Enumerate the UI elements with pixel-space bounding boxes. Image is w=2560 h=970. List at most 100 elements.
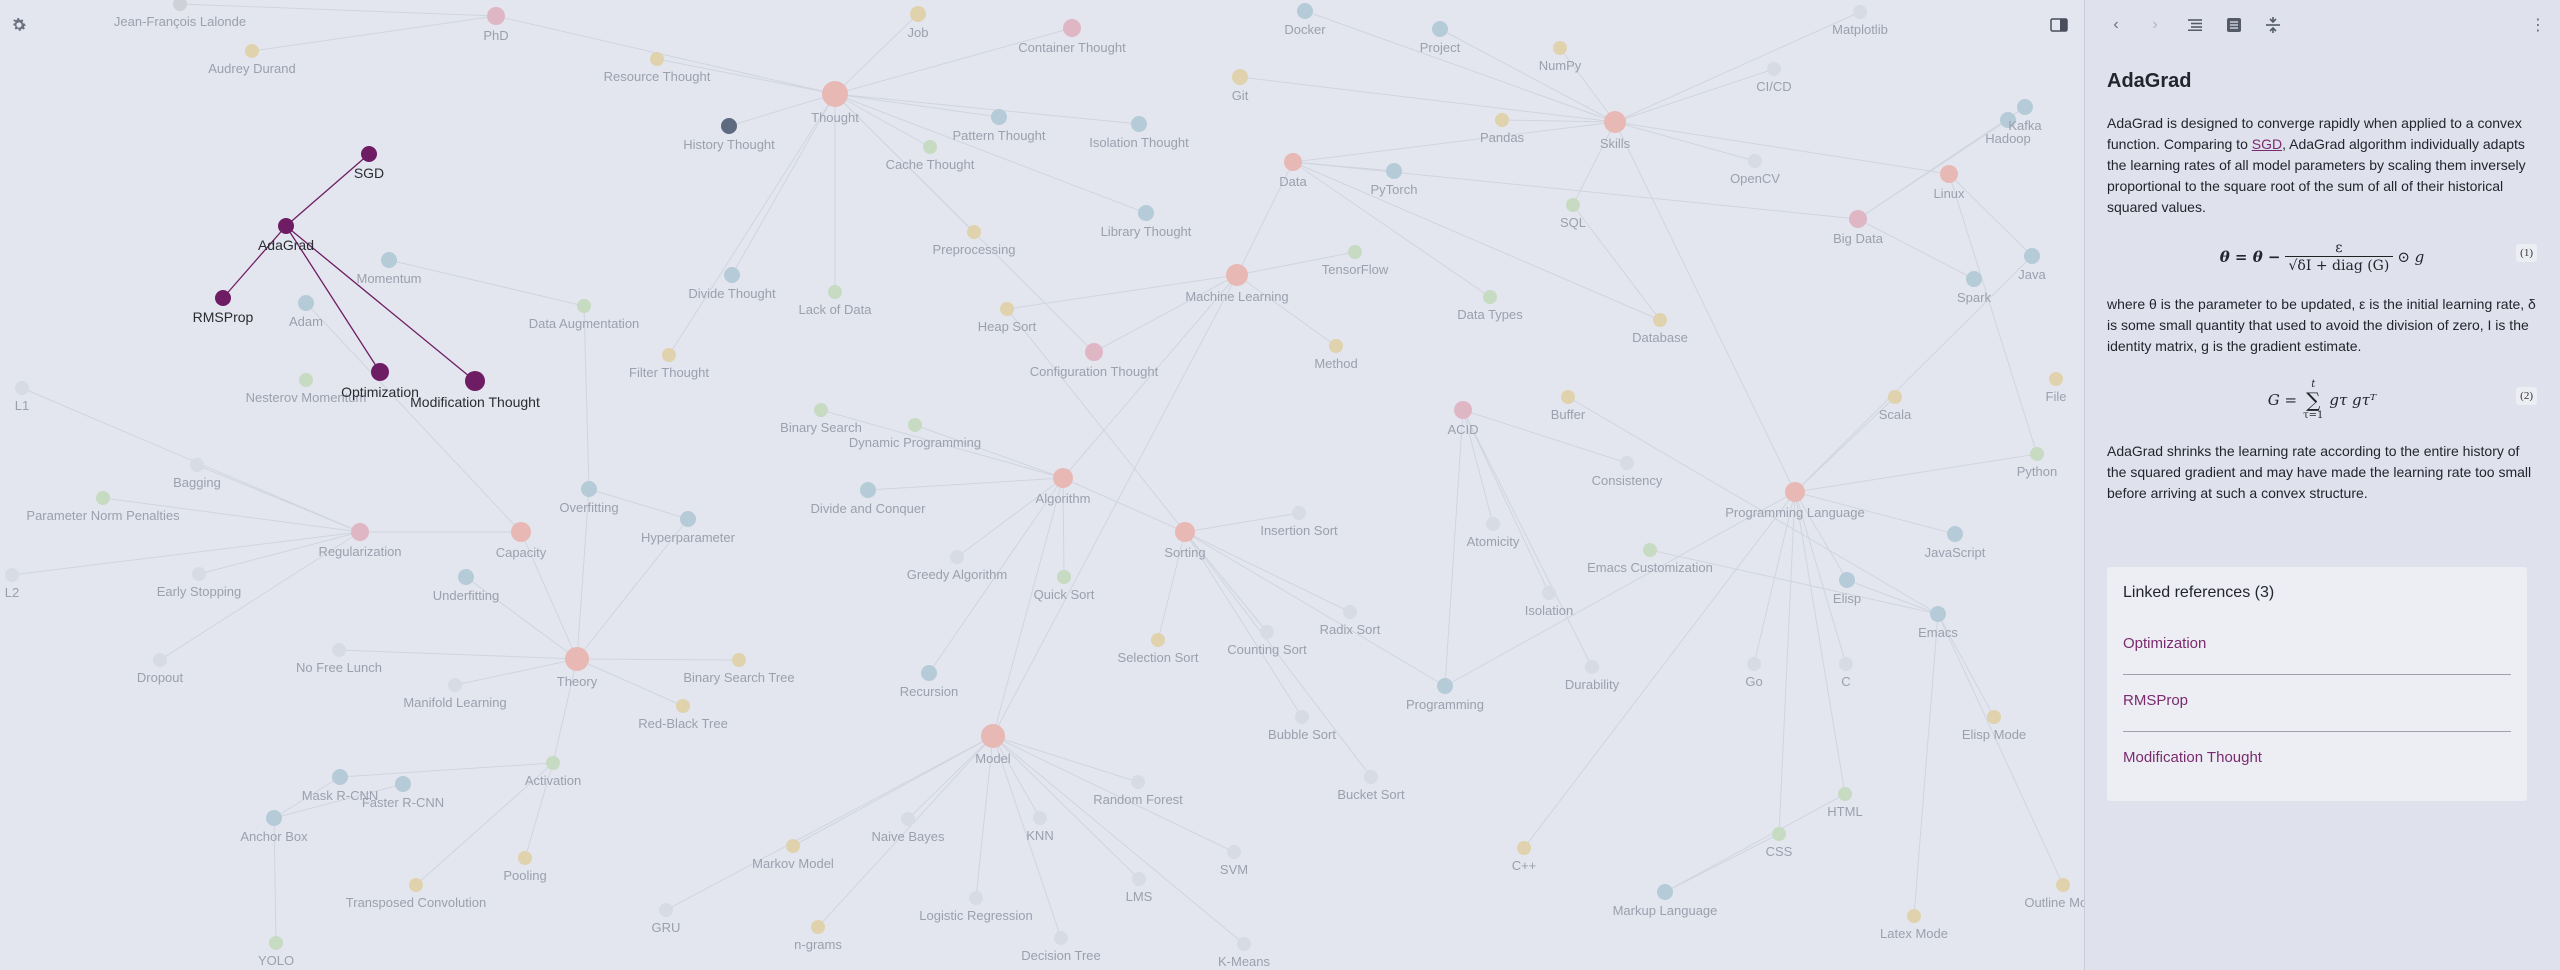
graph-node-dot[interactable] bbox=[1454, 401, 1472, 419]
graph-node-dot[interactable] bbox=[1227, 845, 1241, 859]
graph-node-l2[interactable]: L2 bbox=[5, 568, 19, 600]
graph-node-divide-and-conquer[interactable]: Divide and Conquer bbox=[811, 482, 927, 516]
graph-node-data-types[interactable]: Data Types bbox=[1457, 290, 1523, 322]
graph-node-no-free-lunch[interactable]: No Free Lunch bbox=[296, 643, 382, 675]
graph-node-dot[interactable] bbox=[814, 403, 828, 417]
graph-node-dot[interactable] bbox=[1260, 625, 1274, 639]
graph-node-dot[interactable] bbox=[1432, 21, 1448, 37]
graph-node-dot[interactable] bbox=[1483, 290, 1497, 304]
graph-node-dot[interactable] bbox=[676, 699, 690, 713]
graph-node-dot[interactable] bbox=[518, 851, 532, 865]
collapse-icon[interactable] bbox=[2260, 12, 2286, 38]
graph-canvas[interactable]: Jean-François Lalonde PhD Job Git Docker Proj… bbox=[0, 0, 2085, 970]
graph-node-yolo[interactable]: YOLO bbox=[258, 936, 294, 968]
graph-node-model[interactable]: Model bbox=[975, 724, 1011, 766]
graph-node-radix-sort[interactable]: Radix Sort bbox=[1320, 605, 1381, 637]
graph-node-dot[interactable] bbox=[1131, 775, 1145, 789]
graph-node-project[interactable]: Project bbox=[1420, 21, 1461, 55]
graph-node-greedy-algorithm[interactable]: Greedy Algorithm bbox=[907, 550, 1007, 582]
graph-node-dot[interactable] bbox=[1987, 710, 2001, 724]
graph-node-markov-model[interactable]: Markov Model bbox=[752, 839, 834, 871]
graph-node-red-black-tree[interactable]: Red-Black Tree bbox=[638, 699, 728, 731]
graph-node-knn[interactable]: KNN bbox=[1026, 811, 1054, 843]
graph-node-dot[interactable] bbox=[822, 81, 848, 107]
sgd-link[interactable]: SGD bbox=[2251, 136, 2283, 152]
graph-node-dot[interactable] bbox=[659, 903, 673, 917]
graph-node-dot[interactable] bbox=[1947, 526, 1963, 542]
graph-node-naive-bayes[interactable]: Naive Bayes bbox=[872, 812, 945, 844]
graph-node-dot[interactable] bbox=[811, 920, 825, 934]
graph-node-binary-search-tree[interactable]: Binary Search Tree bbox=[683, 653, 795, 685]
graph-node-container-thought[interactable]: Container Thought bbox=[1018, 19, 1126, 55]
graph-node-dot[interactable] bbox=[351, 523, 369, 541]
graph-node-overfitting[interactable]: Overfitting bbox=[559, 481, 619, 515]
graph-node-dot[interactable] bbox=[1000, 302, 1014, 316]
graph-node-hyperparameter[interactable]: Hyperparameter bbox=[641, 511, 736, 545]
graph-node-heap-sort[interactable]: Heap Sort bbox=[978, 302, 1037, 334]
graph-node-dot[interactable] bbox=[1033, 811, 1047, 825]
graph-node-dot[interactable] bbox=[1747, 657, 1761, 671]
graph-node-dot[interactable] bbox=[1232, 69, 1248, 85]
graph-node-dot[interactable] bbox=[5, 568, 19, 582]
graph-node-svm[interactable]: SVM bbox=[1220, 845, 1248, 877]
graph-node-dynamic-programming[interactable]: Dynamic Programming bbox=[849, 418, 981, 450]
graph-node-jean-fran-ois-lalonde[interactable]: Jean-François Lalonde bbox=[114, 0, 246, 29]
graph-node-recursion[interactable]: Recursion bbox=[900, 665, 959, 699]
graph-node-mask-r-cnn[interactable]: Mask R-CNN bbox=[302, 769, 379, 803]
graph-node-dot[interactable] bbox=[266, 810, 282, 826]
graph-node-dot[interactable] bbox=[215, 290, 231, 306]
graph-node-dot[interactable] bbox=[1566, 198, 1580, 212]
graph-node-sql[interactable]: SQL bbox=[1560, 198, 1586, 230]
outline-icon[interactable] bbox=[2182, 12, 2208, 38]
graph-node-dot[interactable] bbox=[173, 0, 187, 11]
graph-node-binary-search[interactable]: Binary Search bbox=[780, 403, 862, 435]
graph-node-audrey-durand[interactable]: Audrey Durand bbox=[208, 44, 296, 76]
graph-node-dot[interactable] bbox=[650, 52, 664, 66]
graph-node-durability[interactable]: Durability bbox=[1565, 660, 1620, 692]
graph-node-tensorflow[interactable]: TensorFlow bbox=[1322, 245, 1389, 277]
graph-node-dot[interactable] bbox=[991, 109, 1007, 125]
graph-node-dot[interactable] bbox=[361, 146, 377, 162]
graph-node-dot[interactable] bbox=[465, 371, 485, 391]
graph-node-dot[interactable] bbox=[1386, 163, 1402, 179]
graph-node-dot[interactable] bbox=[662, 348, 676, 362]
graph-node-nesterov-momentum[interactable]: Nesterov Momentum bbox=[246, 373, 367, 405]
graph-node-dot[interactable] bbox=[1057, 570, 1071, 584]
graph-node-git[interactable]: Git bbox=[1232, 69, 1249, 103]
graph-node-skills[interactable]: Skills bbox=[1600, 111, 1631, 151]
graph-node-dot[interactable] bbox=[1542, 586, 1556, 600]
graph-node-dot[interactable] bbox=[190, 458, 204, 472]
graph-node-dot[interactable] bbox=[680, 511, 696, 527]
graph-node-dot[interactable] bbox=[269, 936, 283, 950]
graph-node-divide-thought[interactable]: Divide Thought bbox=[688, 267, 776, 301]
note-list-icon[interactable] bbox=[2221, 12, 2247, 38]
graph-node-dot[interactable] bbox=[1838, 787, 1852, 801]
graph-node-isolation[interactable]: Isolation bbox=[1525, 586, 1573, 618]
graph-node-dot[interactable] bbox=[2024, 248, 2040, 264]
graph-node-thought[interactable]: Thought bbox=[811, 81, 859, 125]
graph-node-dot[interactable] bbox=[1297, 3, 1313, 19]
graph-node-pandas[interactable]: Pandas bbox=[1480, 113, 1525, 145]
graph-node-dot[interactable] bbox=[1853, 5, 1867, 19]
graph-node-lack-of-data[interactable]: Lack of Data bbox=[799, 285, 873, 317]
graph-node-dot[interactable] bbox=[1054, 931, 1068, 945]
graph-node-css[interactable]: CSS bbox=[1766, 827, 1793, 859]
graph-node-dot[interactable] bbox=[1329, 339, 1343, 353]
graph-node-dot[interactable] bbox=[565, 647, 589, 671]
graph-node-numpy[interactable]: NumPy bbox=[1539, 41, 1582, 73]
graph-node-emacs-customization[interactable]: Emacs Customization bbox=[1587, 543, 1713, 575]
graph-node-html[interactable]: HTML bbox=[1827, 787, 1863, 819]
graph-node-adagrad[interactable]: AdaGrad bbox=[258, 218, 314, 253]
graph-node-scala[interactable]: Scala bbox=[1879, 390, 1912, 422]
graph-node-activation[interactable]: Activation bbox=[525, 756, 581, 788]
graph-node-markup-language[interactable]: Markup Language bbox=[1613, 884, 1718, 918]
graph-node-dot[interactable] bbox=[1553, 41, 1567, 55]
graph-node-insertion-sort[interactable]: Insertion Sort bbox=[1260, 506, 1338, 538]
graph-node-dot[interactable] bbox=[732, 653, 746, 667]
graph-node-dot[interactable] bbox=[969, 891, 983, 905]
graph-node-random-forest[interactable]: Random Forest bbox=[1093, 775, 1183, 807]
graph-node-logistic-regression[interactable]: Logistic Regression bbox=[919, 891, 1033, 923]
graph-node-big-data[interactable]: Big Data bbox=[1833, 210, 1884, 246]
graph-node-java[interactable]: Java bbox=[2018, 248, 2046, 282]
graph-node-atomicity[interactable]: Atomicity bbox=[1467, 517, 1520, 549]
